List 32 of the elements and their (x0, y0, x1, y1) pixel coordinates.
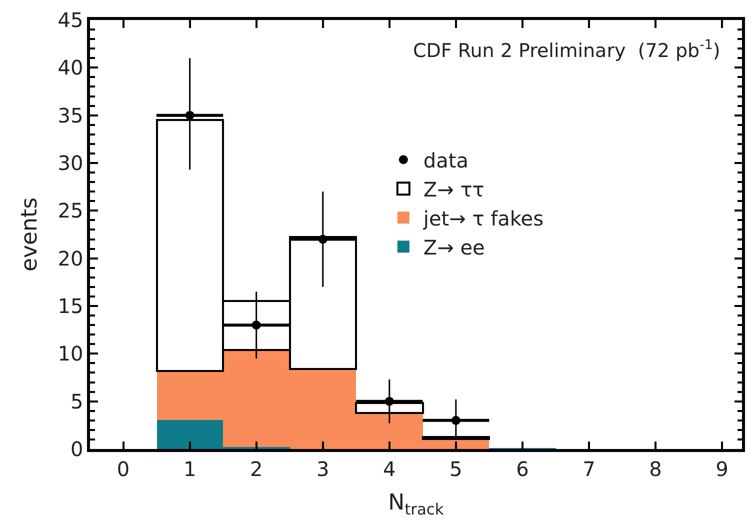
x-tick-label: 2 (250, 456, 263, 481)
y-tick-label: 0 (70, 437, 84, 461)
point (384, 396, 394, 406)
legend-label: data (423, 148, 468, 172)
y-tick-label: 45 (58, 8, 84, 32)
x-tick-label: 9 (716, 456, 728, 481)
legend-label: Z→ ee (423, 235, 485, 260)
x-tick-label: 4 (383, 456, 396, 481)
legend-label: jet→ τ fakes (422, 206, 544, 230)
x-tick-label: 8 (649, 456, 662, 481)
y-tick-label: 5 (70, 389, 84, 414)
x-axis-title: N$_{track}$ (388, 490, 444, 518)
x-tick-label: 1 (183, 456, 196, 481)
point (185, 110, 194, 120)
y-tick-label: 40 (58, 56, 84, 80)
annotation: CDF Run 2 Preliminary (72 pb$^{-1}$) (413, 38, 720, 62)
point (252, 320, 261, 330)
x-tick-label: 3 (316, 456, 330, 481)
point (318, 234, 328, 244)
y-tick-label: 10 (58, 342, 84, 366)
y-tick-label: 20 (58, 246, 84, 270)
y-tick-label: 25 (58, 198, 84, 223)
x-tick-label: 6 (516, 456, 529, 481)
x-tick-label: 5 (450, 456, 462, 481)
y-tick-label: 30 (58, 151, 84, 175)
x-tick-label: 7 (582, 456, 596, 481)
point (451, 416, 460, 425)
y-tick-label: 15 (58, 294, 84, 318)
x-tick-label: 0 (116, 456, 130, 481)
y-axis-title: events (18, 197, 43, 272)
y-tick-label: 35 (58, 103, 84, 128)
legend-label: Z→ ττ (423, 177, 484, 202)
